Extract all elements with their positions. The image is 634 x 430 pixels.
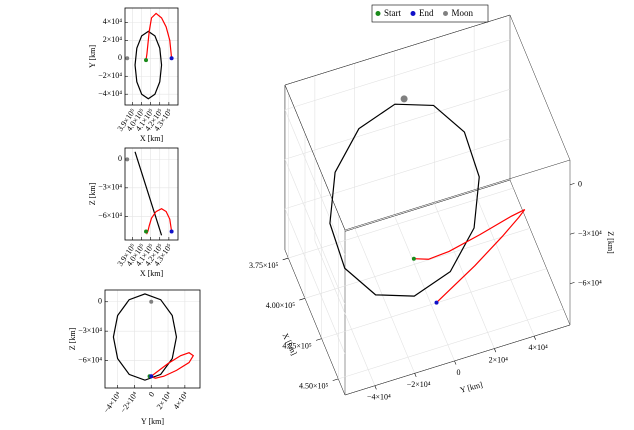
y-axis-label: Z [km] xyxy=(88,182,97,205)
grid-line xyxy=(321,268,547,339)
tick-mark xyxy=(494,348,497,353)
x-tick-label: 4×10⁴ xyxy=(172,390,191,411)
point-marker xyxy=(149,374,154,379)
grid-line xyxy=(284,208,346,354)
y-tick-label: −2×10⁴ xyxy=(407,380,431,389)
tick-mark xyxy=(569,232,575,235)
y-tick-label: 0 xyxy=(118,53,122,62)
y-tick-label: −3×10⁴ xyxy=(98,183,122,192)
plot-frame xyxy=(124,7,179,106)
plot-area xyxy=(125,8,178,105)
trajectory-line xyxy=(145,12,173,61)
grid-line xyxy=(354,228,415,374)
y-tick-label: −3×10⁴ xyxy=(78,326,102,335)
tick-mark xyxy=(414,373,417,378)
grid-line xyxy=(314,240,376,386)
grid-line xyxy=(473,191,535,337)
tick-mark xyxy=(569,282,575,285)
grid-line xyxy=(284,138,511,210)
point-marker xyxy=(169,229,174,234)
y-tick-label: 0 xyxy=(98,297,102,306)
point-marker xyxy=(144,229,149,234)
x-tick-label: −2×10⁴ xyxy=(119,390,140,415)
trajectory-line xyxy=(112,293,178,381)
plot-area xyxy=(125,148,178,240)
y-tick-label: 0 xyxy=(457,368,461,377)
y-tick-label: −2×10⁴ xyxy=(98,71,122,80)
trajectory-line xyxy=(134,151,163,236)
point-marker xyxy=(144,58,149,63)
tick-mark xyxy=(299,298,306,301)
y-tick-label: −6×10⁴ xyxy=(98,211,122,220)
grid-line xyxy=(284,159,346,305)
y-axis-label: Y [km] xyxy=(459,380,484,395)
y-axis-label: Z [km] xyxy=(68,327,77,350)
point-marker xyxy=(125,157,130,162)
legend-marker xyxy=(443,11,448,16)
legend-marker xyxy=(375,11,381,16)
point-marker xyxy=(434,300,439,305)
y-tick-label: 2×10⁴ xyxy=(489,355,509,364)
legend-label: Moon xyxy=(452,8,474,18)
legend-label: End xyxy=(419,8,434,18)
tick-mark xyxy=(315,338,322,341)
box-edge xyxy=(509,14,571,161)
y-tick-label: 0 xyxy=(118,154,122,163)
grid-line xyxy=(304,228,531,299)
point-marker xyxy=(125,56,130,61)
y-tick-label: 2×10⁴ xyxy=(103,35,123,44)
x-tick-label: 4.25×10⁵ xyxy=(282,341,312,350)
trajectory-line xyxy=(149,352,195,379)
legend: Start End Moon xyxy=(371,4,489,23)
x-axis-label: X [km] xyxy=(140,134,164,143)
y-tick-label: −4×10⁴ xyxy=(98,89,122,98)
grid-line xyxy=(284,109,346,255)
box-edge xyxy=(344,159,571,231)
point-marker xyxy=(400,95,408,103)
legend-label: Start xyxy=(384,8,401,18)
tick-mark xyxy=(282,257,289,261)
plot-frame xyxy=(104,289,201,389)
trajectory-line xyxy=(134,30,163,100)
y-tick-label: −4×10⁴ xyxy=(367,393,391,402)
x-tick-label: 2×10⁴ xyxy=(155,390,174,411)
grid-line xyxy=(338,308,564,380)
grid-line xyxy=(284,39,511,111)
y-tick-label: −6×10⁴ xyxy=(78,355,102,364)
y-axis-label: Y [km] xyxy=(88,45,97,68)
grid-line xyxy=(288,187,514,259)
legend-box xyxy=(371,4,489,23)
y-tick-label: 4×10⁴ xyxy=(529,343,549,352)
point-marker xyxy=(169,56,174,61)
tick-mark xyxy=(454,360,457,365)
box-edge xyxy=(284,84,346,231)
box-edge xyxy=(284,14,511,86)
y-tick-label: 4×10⁴ xyxy=(103,17,123,26)
trajectory-line xyxy=(413,209,526,304)
point-marker xyxy=(411,256,416,261)
z-tick-label: −3×10⁴ xyxy=(578,229,602,238)
tick-mark xyxy=(569,183,575,186)
legend-marker xyxy=(410,11,416,16)
z-tick-label: 0 xyxy=(578,180,582,189)
point-marker xyxy=(149,299,154,304)
x-axis-label: X [km] xyxy=(140,269,164,278)
box-edge xyxy=(344,324,571,396)
tick-mark xyxy=(533,336,536,340)
tick-mark xyxy=(374,385,377,390)
x-tick-label: 3.75×10⁵ xyxy=(249,261,279,270)
plot-frame xyxy=(124,147,179,241)
x-tick-label: 0 xyxy=(147,390,157,398)
x-tick-label: 4.00×10⁵ xyxy=(266,301,296,310)
x-axis-label: Y [km] xyxy=(141,417,164,426)
plot-area xyxy=(105,290,200,388)
grid-line xyxy=(284,88,511,160)
z-tick-label: −6×10⁴ xyxy=(578,279,602,288)
tick-mark xyxy=(332,378,339,381)
x-tick-label: 4.50×10⁵ xyxy=(299,382,329,391)
z-axis-label: Z [km] xyxy=(606,231,615,254)
trajectory-line xyxy=(329,103,480,297)
